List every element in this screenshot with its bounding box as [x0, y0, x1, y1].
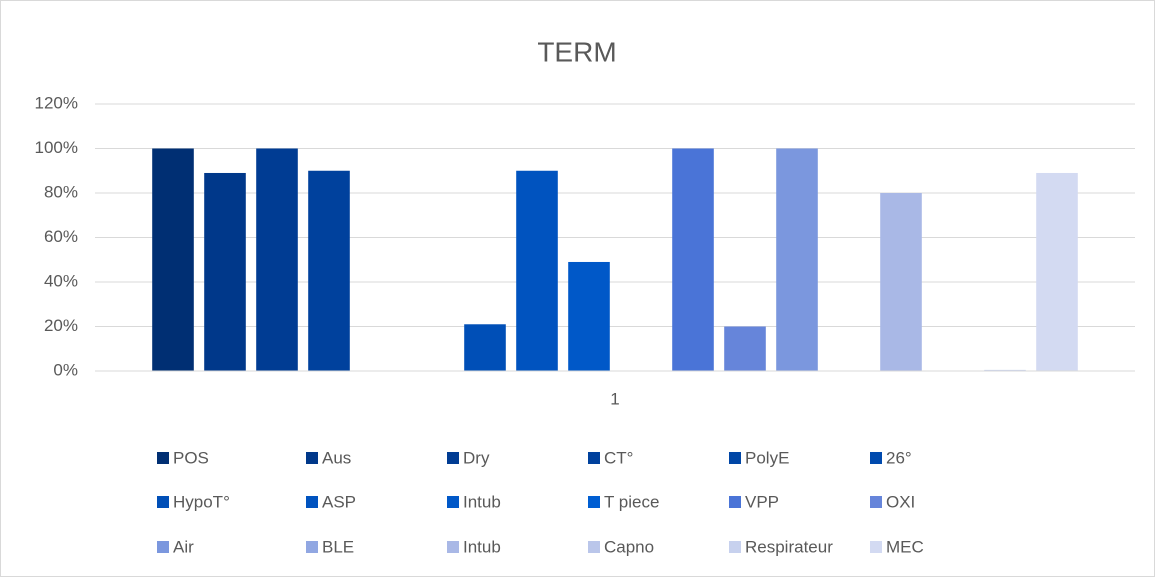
bar — [776, 148, 818, 371]
bar — [308, 170, 350, 371]
legend-label: Respirateur — [745, 537, 833, 556]
y-tick-label: 40% — [44, 271, 78, 290]
legend-swatch — [447, 452, 459, 464]
legend-label: OXI — [886, 492, 915, 511]
legend-swatch — [306, 496, 318, 508]
legend-swatch — [157, 496, 169, 508]
legend-swatch — [157, 452, 169, 464]
legend-swatch — [447, 541, 459, 553]
bar — [152, 148, 194, 371]
legend-swatch — [870, 496, 882, 508]
chart-title: TERM — [537, 36, 616, 67]
legend-swatch — [306, 541, 318, 553]
legend-swatch — [729, 452, 741, 464]
legend-label: VPP — [745, 492, 779, 511]
y-tick-label: 20% — [44, 316, 78, 335]
legend-label: 26° — [886, 448, 912, 467]
bar — [568, 261, 610, 371]
legend-swatch — [306, 452, 318, 464]
legend-swatch — [870, 452, 882, 464]
legend-swatch — [870, 541, 882, 553]
legend-label: BLE — [322, 537, 354, 556]
legend-swatch — [729, 496, 741, 508]
legend-swatch — [729, 541, 741, 553]
y-tick-label: 80% — [44, 182, 78, 201]
legend-label: Aus — [322, 448, 351, 467]
bar — [984, 369, 1026, 371]
bar — [204, 172, 246, 371]
legend-label: MEC — [886, 537, 924, 556]
legend-label: ASP — [322, 492, 356, 511]
legend-swatch — [447, 496, 459, 508]
bar — [1036, 172, 1078, 371]
legend-label: CT° — [604, 448, 633, 467]
legend-label: Dry — [463, 448, 490, 467]
legend-label: Intub — [463, 492, 501, 511]
bar — [464, 324, 506, 371]
legend-swatch — [588, 452, 600, 464]
bar — [516, 170, 558, 371]
y-tick-label: 60% — [44, 227, 78, 246]
y-tick-label: 100% — [35, 138, 78, 157]
legend-swatch — [588, 496, 600, 508]
bar — [724, 326, 766, 371]
legend-label: T piece — [604, 492, 659, 511]
legend-swatch — [588, 541, 600, 553]
legend-label: PolyE — [745, 448, 789, 467]
legend-label: POS — [173, 448, 209, 467]
y-tick-label: 0% — [53, 360, 78, 379]
bar — [256, 148, 298, 371]
legend-label: Intub — [463, 537, 501, 556]
x-tick-label: 1 — [610, 389, 619, 408]
bar — [880, 193, 922, 371]
legend-label: Air — [173, 537, 194, 556]
legend-label: HypoT° — [173, 492, 230, 511]
legend-label: Capno — [604, 537, 654, 556]
y-tick-label: 120% — [35, 93, 78, 112]
bar — [672, 148, 714, 371]
legend-swatch — [157, 541, 169, 553]
